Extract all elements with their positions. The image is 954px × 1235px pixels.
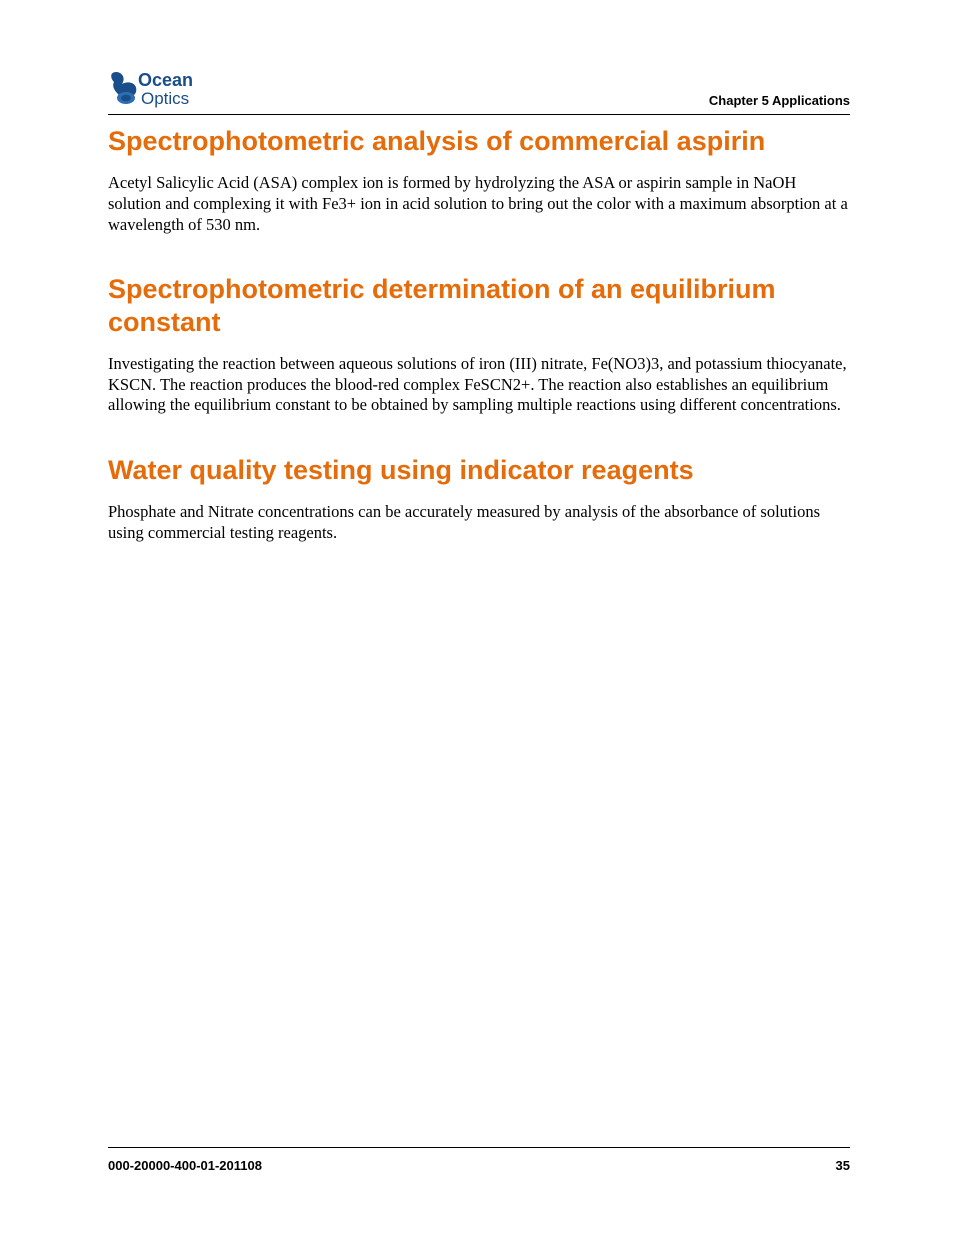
doc-number: 000-20000-400-01-201108 xyxy=(108,1158,262,1173)
section-body-water-quality: Phosphate and Nitrate concentrations can… xyxy=(108,502,850,543)
footer-rule xyxy=(108,1147,850,1148)
logo-text-line1: Ocean xyxy=(138,70,193,90)
page-footer: 000-20000-400-01-201108 35 xyxy=(108,1147,850,1173)
section-body-aspirin: Acetyl Salicylic Acid (ASA) complex ion … xyxy=(108,173,850,235)
chapter-label: Chapter 5 Applications xyxy=(709,93,850,110)
ocean-optics-logo-icon: Ocean Optics xyxy=(108,68,208,110)
section-heading-equilibrium: Spectrophotometric determination of an e… xyxy=(108,273,850,338)
document-page: Ocean Optics Chapter 5 Applications Spec… xyxy=(0,0,954,1235)
page-number: 35 xyxy=(836,1158,850,1173)
section-heading-water-quality: Water quality testing using indicator re… xyxy=(108,454,850,486)
brand-logo: Ocean Optics xyxy=(108,68,208,110)
section-heading-aspirin: Spectrophotometric analysis of commercia… xyxy=(108,125,850,157)
section-body-equilibrium: Investigating the reaction between aqueo… xyxy=(108,354,850,416)
footer-row: 000-20000-400-01-201108 35 xyxy=(108,1158,850,1173)
page-header: Ocean Optics Chapter 5 Applications xyxy=(108,68,850,110)
header-rule xyxy=(108,114,850,115)
logo-text-line2: Optics xyxy=(141,89,189,108)
